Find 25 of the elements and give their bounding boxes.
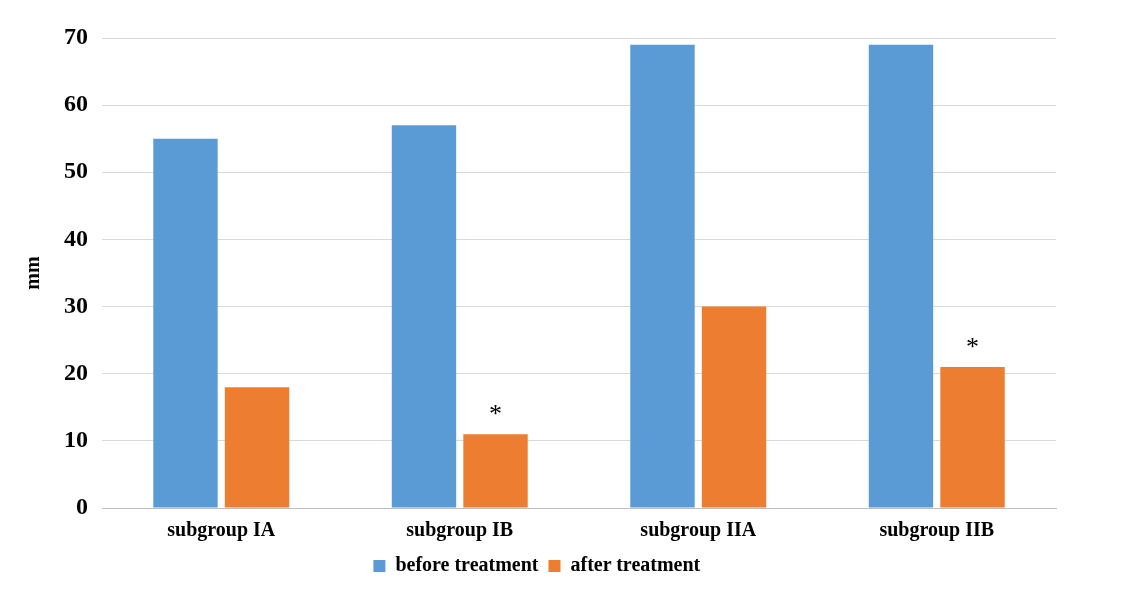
bar xyxy=(868,44,934,508)
y-tick-label: 10 xyxy=(64,426,88,453)
bar xyxy=(153,138,218,508)
annotation: * xyxy=(489,398,503,428)
legend-label: after treatment xyxy=(570,553,701,576)
bar xyxy=(224,387,290,508)
bar xyxy=(391,125,457,508)
y-tick-label: 0 xyxy=(76,493,88,520)
y-axis-title: mm xyxy=(21,256,44,290)
y-tick-label: 30 xyxy=(64,291,88,318)
bar xyxy=(630,44,695,508)
y-tick-label: 40 xyxy=(64,224,88,251)
bar xyxy=(940,367,1005,508)
y-tick-label: 50 xyxy=(64,157,88,184)
x-tick-label: subgroup IIB xyxy=(879,518,995,542)
bar xyxy=(463,434,528,508)
y-tick-label: 60 xyxy=(64,90,88,117)
y-tick-label: 70 xyxy=(64,23,88,50)
bar xyxy=(701,306,767,508)
x-tick-label: subgroup IB xyxy=(406,518,514,542)
x-tick-label: subgroup IIA xyxy=(640,518,757,542)
x-tick-label: subgroup IA xyxy=(167,518,276,542)
y-tick-label: 20 xyxy=(64,358,88,385)
annotation: * xyxy=(966,331,980,361)
legend-label: before treatment xyxy=(395,553,539,576)
